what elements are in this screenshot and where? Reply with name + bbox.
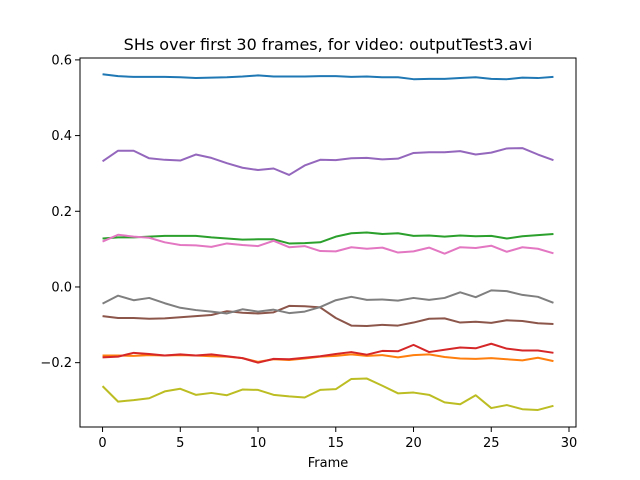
series-line-5 [101,147,554,176]
series-line-3 [102,231,554,245]
series-line-7 [102,233,554,255]
y-tick-label: 0.4 [51,129,72,144]
chart-title: SHs over first 30 frames, for video: out… [124,35,533,54]
series-line-9 [101,377,554,411]
x-tick-label: 30 [561,436,578,451]
x-tick-label: 5 [176,436,184,451]
plot-frame [79,57,577,428]
series-line-4 [102,342,554,364]
y-axis: −0.2 0.0 0.2 0.4 0.6 [40,53,80,371]
x-axis-label: Frame [308,456,349,471]
y-tick-label: 0.0 [51,280,72,295]
x-tick-label: 25 [483,436,500,451]
plot-lines [101,73,554,411]
y-tick-label: −0.2 [40,356,72,371]
x-tick-label: 15 [328,436,345,451]
series-line-1 [102,73,554,81]
x-tick-label: 10 [250,436,267,451]
y-tick-label: 0.6 [51,53,72,68]
x-axis: 0 5 10 15 20 25 30 [98,427,577,451]
x-tick-label: 20 [405,436,422,451]
x-tick-label: 0 [98,436,106,451]
y-tick-label: 0.2 [51,205,72,220]
series-line-6 [102,304,554,327]
series-line-8 [102,289,554,315]
